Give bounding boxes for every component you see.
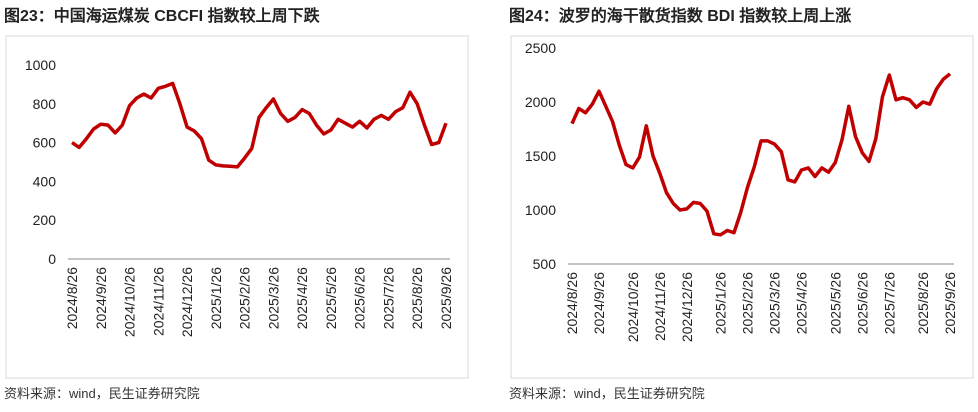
x-tick-label: 2024/8/26 [64,267,80,329]
chart-title: 图24：波罗的海干散货指数 BDI 指数较上周上涨 [509,6,851,25]
x-tick-label: 2024/12/26 [679,272,695,342]
x-tick-label: 2025/8/26 [915,272,931,334]
x-tick-label: 2025/5/26 [827,272,843,334]
x-tick-label: 2024/9/26 [93,267,109,329]
y-tick-label: 500 [533,256,557,272]
data-line [570,72,952,237]
x-tick-label: 2025/3/26 [265,267,281,329]
x-tick-label: 2025/3/26 [767,272,783,334]
x-tick-label: 2025/7/26 [380,267,396,329]
x-tick-label: 2025/1/26 [208,267,224,329]
x-tick-label: 2024/10/26 [625,272,641,342]
x-tick-label: 2025/9/26 [438,267,454,329]
x-tick-label: 2024/10/26 [122,267,138,337]
x-tick-label: 2025/4/26 [794,272,810,334]
y-tick-label: 0 [48,251,56,267]
x-tick-label: 2025/6/26 [854,272,870,334]
x-tick-label: 2024/11/26 [150,267,166,336]
x-tick-label: 2025/9/26 [942,272,958,334]
plot-frame [510,35,974,379]
x-tick-label: 2024/11/26 [652,272,668,341]
y-tick-label: 800 [33,96,57,112]
y-tick-label: 600 [33,135,57,151]
x-tick-label: 2025/4/26 [294,267,310,329]
x-tick-label: 2025/8/26 [409,267,425,329]
y-tick-label: 2500 [525,40,556,56]
y-tick-label: 2000 [525,94,556,110]
x-tick-label: 2025/1/26 [713,272,729,334]
data-line [71,81,448,169]
y-tick-label: 1000 [25,57,56,73]
x-tick-label: 2025/6/26 [352,267,368,329]
x-tick-label: 2025/2/26 [237,267,253,329]
plot-frame [5,35,469,379]
x-tick-label: 2024/8/26 [564,272,580,334]
x-tick-label: 2025/7/26 [881,272,897,334]
y-tick-label: 400 [33,173,57,189]
y-tick-label: 1500 [525,148,556,164]
y-tick-label: 1000 [525,202,556,218]
source-note: 资料来源：wind，民生证券研究院 [4,386,200,401]
source-note: 资料来源：wind，民生证券研究院 [509,386,705,401]
chart-title: 图23：中国海运煤炭 CBCFI 指数较上周下跌 [4,6,321,25]
x-tick-label: 2025/5/26 [323,267,339,329]
x-tick-label: 2025/2/26 [740,272,756,334]
x-tick-label: 2024/12/26 [179,267,195,337]
x-tick-label: 2024/9/26 [591,272,607,334]
y-tick-label: 200 [33,212,57,228]
